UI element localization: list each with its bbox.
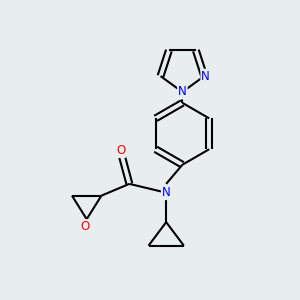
Text: N: N — [201, 70, 210, 83]
Text: N: N — [162, 186, 171, 199]
Text: O: O — [81, 220, 90, 233]
Text: N: N — [178, 85, 187, 98]
Text: O: O — [116, 144, 125, 157]
